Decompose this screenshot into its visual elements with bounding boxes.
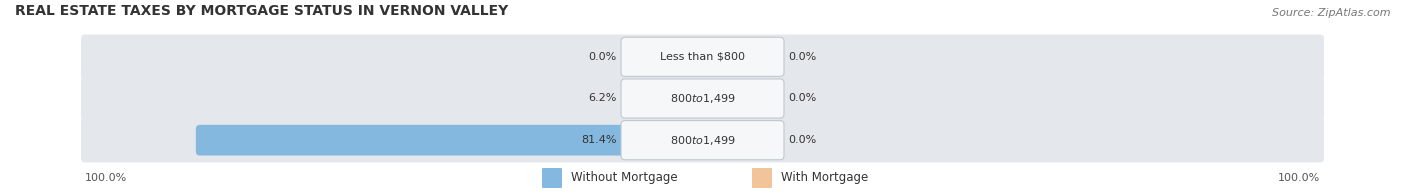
FancyBboxPatch shape — [621, 79, 785, 118]
Text: 0.0%: 0.0% — [787, 52, 817, 62]
FancyBboxPatch shape — [82, 34, 1324, 79]
FancyBboxPatch shape — [82, 76, 1324, 121]
Text: 0.0%: 0.0% — [589, 52, 617, 62]
Text: 81.4%: 81.4% — [582, 135, 617, 145]
Text: REAL ESTATE TAXES BY MORTGAGE STATUS IN VERNON VALLEY: REAL ESTATE TAXES BY MORTGAGE STATUS IN … — [15, 4, 508, 18]
Text: 0.0%: 0.0% — [787, 135, 817, 145]
Text: $800 to $1,499: $800 to $1,499 — [669, 134, 735, 147]
FancyBboxPatch shape — [752, 168, 772, 188]
Text: With Mortgage: With Mortgage — [780, 172, 869, 184]
Text: $800 to $1,499: $800 to $1,499 — [669, 92, 735, 105]
FancyBboxPatch shape — [621, 121, 785, 160]
Text: Less than $800: Less than $800 — [659, 52, 745, 62]
Text: 6.2%: 6.2% — [589, 93, 617, 103]
FancyBboxPatch shape — [195, 125, 706, 156]
FancyBboxPatch shape — [621, 37, 785, 76]
Text: 100.0%: 100.0% — [1278, 173, 1320, 183]
Text: 100.0%: 100.0% — [84, 173, 128, 183]
Text: 0.0%: 0.0% — [787, 93, 817, 103]
FancyBboxPatch shape — [541, 168, 562, 188]
Text: Source: ZipAtlas.com: Source: ZipAtlas.com — [1272, 8, 1391, 18]
Text: Without Mortgage: Without Mortgage — [571, 172, 678, 184]
FancyBboxPatch shape — [82, 118, 1324, 162]
FancyBboxPatch shape — [661, 83, 706, 114]
